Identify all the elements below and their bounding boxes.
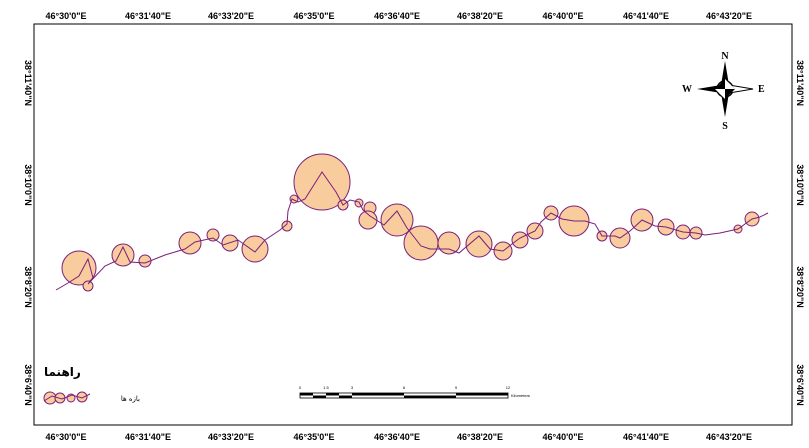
bottom-tick-label: 46°41'40"E [623, 432, 669, 442]
right-tick-label: 38°10'0"N [795, 164, 805, 206]
reach-circle [111, 243, 135, 267]
bottom-tick-label: 46°38'20"E [457, 432, 503, 442]
left-tick-label: 38°10'0"N [23, 164, 33, 206]
top-tick-label: 46°41'40"E [623, 11, 669, 21]
reach-circle [206, 228, 220, 242]
top-tick-label: 46°31'40"E [125, 11, 171, 21]
compass-north-label: N [721, 51, 729, 62]
right-latitude-labels: 38°11'40"N 38°10'0"N 38°8'20"N 38°6'40"N [795, 60, 805, 406]
reach-circle [82, 280, 94, 292]
scale-label: 12 [506, 385, 511, 390]
reach-circle [511, 231, 529, 249]
compass-west-label: W [682, 84, 692, 95]
reach-circle [437, 231, 461, 255]
bottom-tick-label: 46°31'40"E [125, 432, 171, 442]
scale-label: 1.5 [323, 385, 329, 390]
left-tick-label: 38°6'40"N [23, 364, 33, 406]
legend: راهنما بازه ها [43, 365, 140, 405]
scale-unit: Kilometers [511, 393, 530, 398]
bottom-tick-label: 46°43'20"E [706, 432, 752, 442]
bottom-tick-label: 46°40'0"E [542, 432, 583, 442]
top-tick-label: 46°43'20"E [706, 11, 752, 21]
right-tick-label: 38°8'20"N [795, 266, 805, 308]
reach-circle [178, 231, 202, 255]
bottom-tick-label: 46°36'40"E [374, 432, 420, 442]
legend-reach-symbol [43, 391, 91, 405]
right-tick-label: 38°6'40"N [795, 364, 805, 406]
compass-rose: N S E W [682, 51, 765, 132]
river-line [55, 171, 769, 291]
legend-item-label: بازه ها [121, 395, 140, 403]
river-reaches [61, 153, 760, 292]
compass-south-label: S [722, 121, 728, 132]
top-tick-label: 46°30'0"E [45, 11, 86, 21]
right-tick-label: 38°11'40"N [795, 60, 805, 106]
reach-circle [465, 230, 493, 258]
reach-circle [380, 203, 414, 237]
reach-circle [241, 235, 269, 263]
bottom-tick-label: 46°30'0"E [45, 432, 86, 442]
left-tick-label: 38°11'40"N [23, 60, 33, 106]
compass-east-label: E [758, 84, 765, 95]
scale-bar: 0 1.5 3 6 9 12 Kilometers [299, 385, 530, 399]
top-tick-label: 46°38'20"E [457, 11, 503, 21]
bottom-tick-label: 46°35'0"E [293, 432, 334, 442]
bottom-longitude-labels: 46°30'0"E 46°31'40"E 46°33'20"E 46°35'0"… [45, 432, 752, 442]
legend-title: راهنما [44, 365, 81, 379]
left-latitude-labels: 38°11'40"N 38°10'0"N 38°8'20"N 38°6'40"N [23, 60, 33, 406]
scale-label: 3 [351, 385, 354, 390]
top-tick-label: 46°35'0"E [293, 11, 334, 21]
top-tick-label: 46°40'0"E [542, 11, 583, 21]
reach-circle [293, 153, 351, 211]
top-longitude-labels: 46°30'0"E 46°31'40"E 46°33'20"E 46°35'0"… [45, 11, 752, 21]
map-frame [33, 23, 793, 426]
scale-label: 0 [299, 385, 302, 390]
top-tick-label: 46°33'20"E [208, 11, 254, 21]
scale-label: 6 [403, 385, 406, 390]
scale-label: 9 [455, 385, 458, 390]
bottom-tick-label: 46°33'20"E [208, 432, 254, 442]
top-tick-label: 46°36'40"E [374, 11, 420, 21]
left-tick-label: 38°8'20"N [23, 266, 33, 308]
